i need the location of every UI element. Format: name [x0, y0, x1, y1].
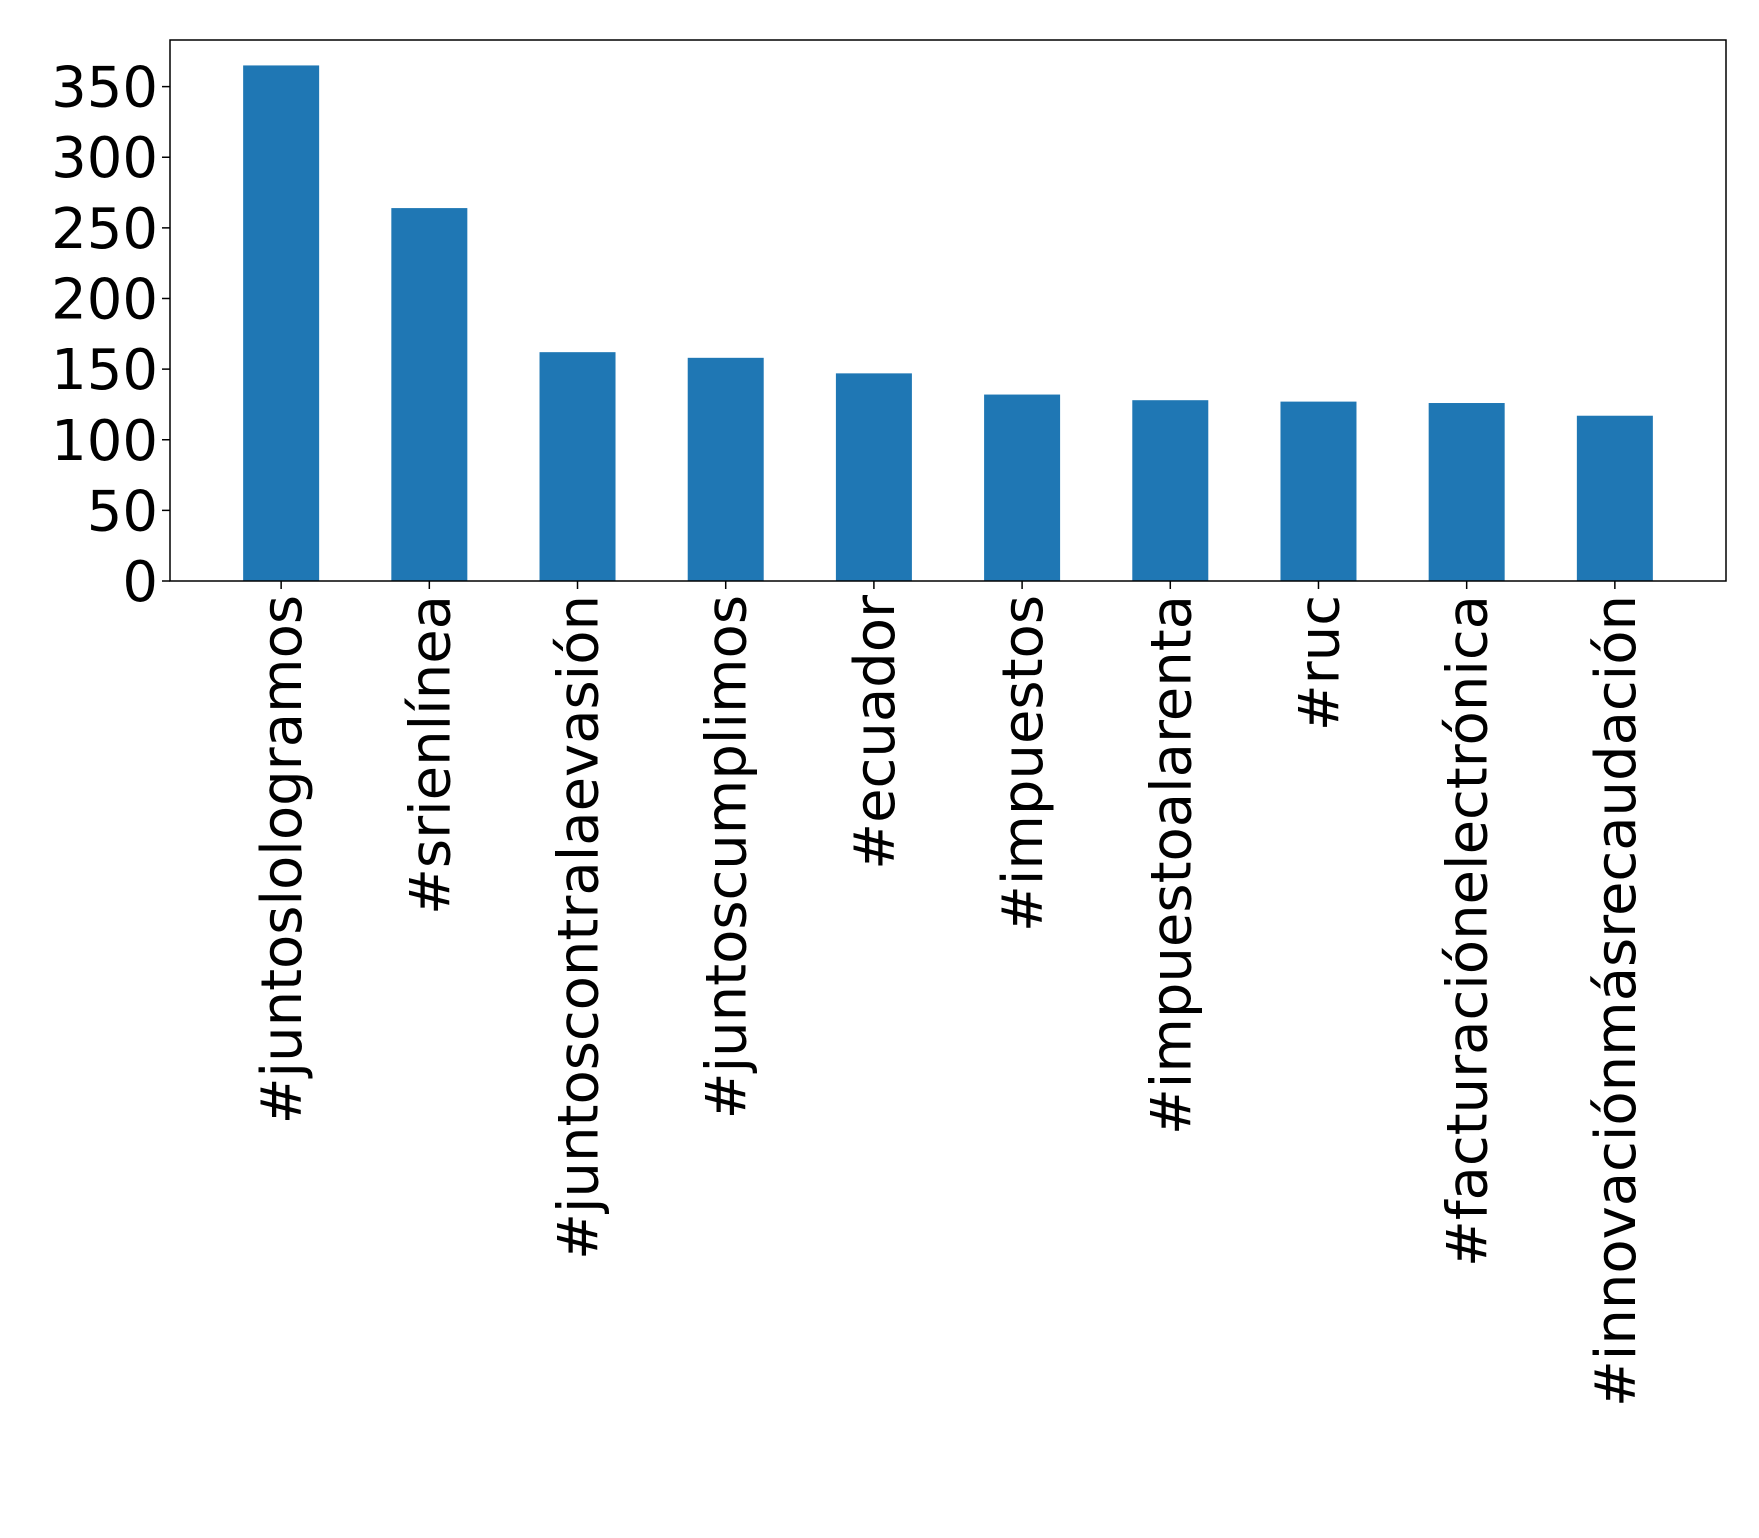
bars-layer: [243, 65, 1653, 582]
x-tick-label: #juntoscumplimos: [695, 595, 760, 1119]
y-tick-label: 250: [51, 197, 158, 262]
bar: [539, 352, 616, 581]
y-tick-label: 350: [51, 56, 158, 121]
bar: [391, 208, 468, 581]
x-tick-label: #ruc: [1287, 595, 1352, 731]
x-tick-label: #juntoscontralaevasión: [547, 595, 612, 1260]
plot-frame: [169, 39, 1727, 582]
x-tick-label: #ecuador: [843, 594, 908, 870]
x-axis: #juntoslologramos #srienlínea #juntoscontr…: [250, 581, 1649, 1407]
bar: [984, 394, 1061, 581]
bar: [1576, 415, 1653, 581]
y-tick-label: 0: [122, 550, 158, 615]
y-tick-label: 200: [51, 267, 158, 332]
x-tick-label: #facturaciónelectrónica: [1436, 595, 1501, 1267]
y-tick-label: 50: [87, 479, 158, 544]
bar: [835, 373, 912, 581]
y-tick-label: 300: [51, 126, 158, 191]
x-tick-label: #impuestos: [991, 595, 1056, 932]
bar: [687, 357, 764, 581]
bar: [1428, 403, 1505, 581]
x-tick-label: #innovaciónmásrecaudación: [1584, 595, 1649, 1407]
bar: [1132, 400, 1209, 581]
y-tick-label: 150: [51, 338, 158, 403]
bar: [1280, 401, 1357, 581]
x-tick-label: #impuestoalarenta: [1139, 595, 1204, 1135]
x-tick-label: #juntoslologramos: [250, 595, 315, 1124]
x-tick-label: #srienlínea: [398, 595, 463, 915]
bar: [243, 65, 320, 582]
y-tick-label: 100: [51, 409, 158, 474]
